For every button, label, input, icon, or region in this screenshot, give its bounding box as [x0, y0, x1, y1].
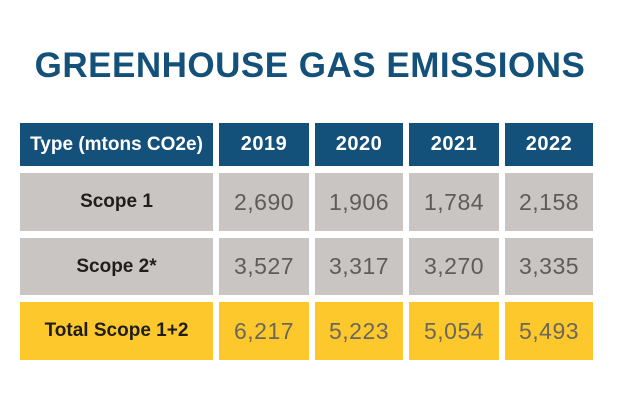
value-cell-scope1-2020: 1,906 — [315, 173, 403, 231]
header-cell-type: Type (mtons CO2e) — [20, 123, 213, 166]
value-cell-scope2-2020: 3,317 — [315, 238, 403, 295]
row-label-scope-1: Scope 1 — [20, 173, 213, 231]
value-cell-scope2-2019: 3,527 — [219, 238, 309, 295]
value-cell-total-2020: 5,223 — [315, 302, 403, 360]
value-cell-scope1-2021: 1,784 — [409, 173, 499, 231]
value-cell-total-2022: 5,493 — [505, 302, 593, 360]
value-cell-scope2-2022: 3,335 — [505, 238, 593, 295]
value-cell-total-2021: 5,054 — [409, 302, 499, 360]
row-label-total: Total Scope 1+2 — [20, 302, 213, 360]
value-cell-total-2019: 6,217 — [219, 302, 309, 360]
header-cell-year-2020: 2020 — [315, 123, 403, 166]
header-cell-year-2021: 2021 — [409, 123, 499, 166]
value-cell-scope1-2019: 2,690 — [219, 173, 309, 231]
value-cell-scope1-2022: 2,158 — [505, 173, 593, 231]
row-label-scope-2: Scope 2* — [20, 238, 213, 295]
ghg-emissions-table: Type (mtons CO2e) 2019 2020 2021 2022 Sc… — [20, 123, 593, 360]
header-cell-year-2019: 2019 — [219, 123, 309, 166]
value-cell-scope2-2021: 3,270 — [409, 238, 499, 295]
page-title: GREENHOUSE GAS EMISSIONS — [34, 46, 586, 85]
header-cell-year-2022: 2022 — [505, 123, 593, 166]
